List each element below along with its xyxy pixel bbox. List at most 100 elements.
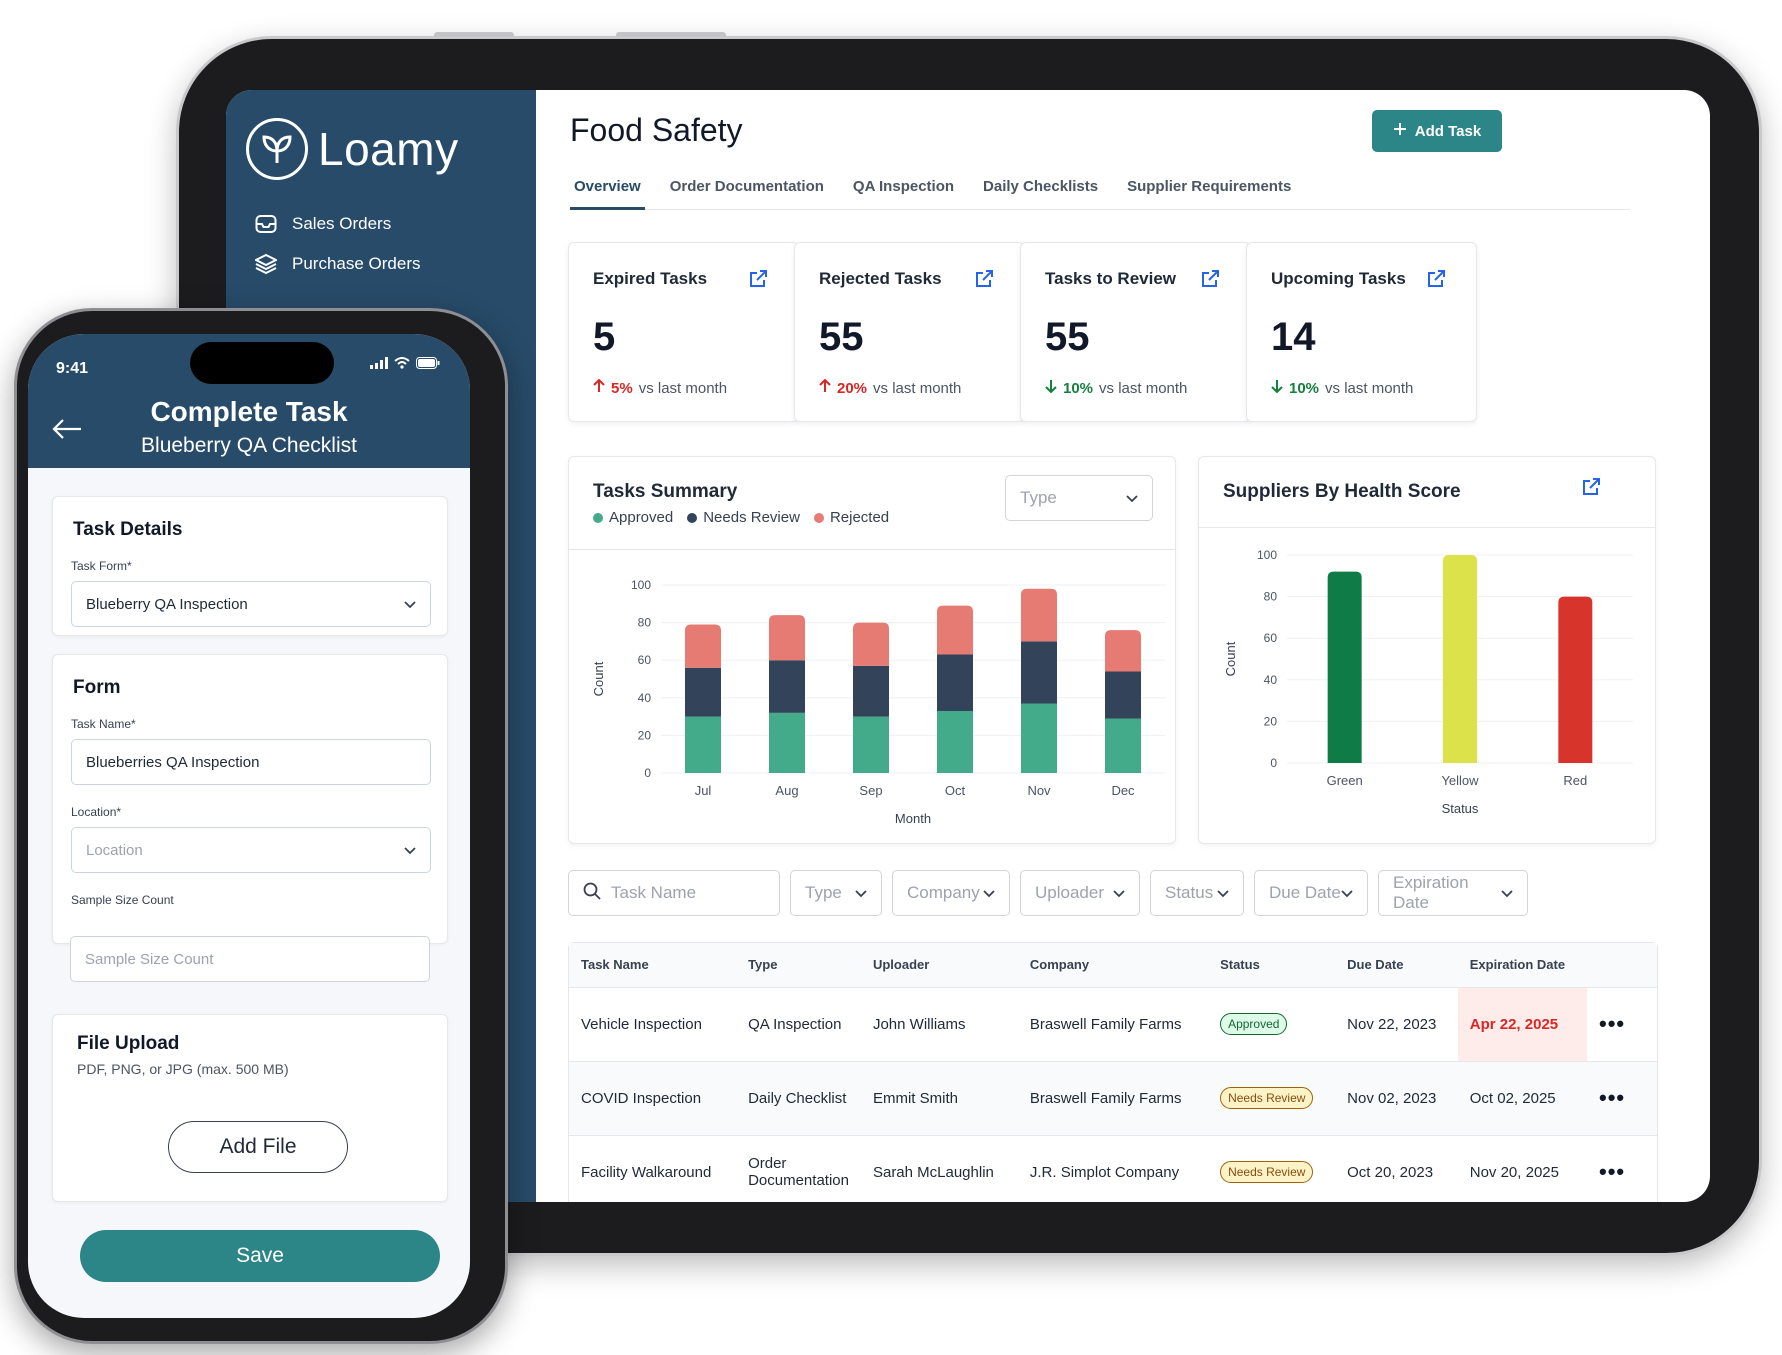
- task-name-input[interactable]: Blueberries QA Inspection: [71, 739, 431, 785]
- table-row[interactable]: Vehicle Inspection QA Inspection John Will…: [569, 987, 1657, 1062]
- stat-value: 55: [819, 315, 864, 359]
- status-icons: [370, 356, 440, 374]
- cell-company: Braswell Family Farms: [1017, 987, 1209, 1062]
- chart-legend: Approved Needs Review Rejected: [593, 509, 889, 526]
- filter-status[interactable]: Status: [1150, 870, 1244, 916]
- save-button[interactable]: Save: [80, 1230, 440, 1282]
- bar-needs-review-aug: [769, 660, 805, 713]
- bar-rejected-nov: [1021, 588, 1057, 642]
- stat-value: 5: [593, 315, 616, 359]
- location-select[interactable]: Location: [71, 827, 431, 873]
- arrow-down-icon: [1045, 379, 1057, 397]
- filter-due-date[interactable]: Due Date: [1254, 870, 1368, 916]
- bar-rejected-oct: [937, 605, 973, 655]
- filter-expiration-date[interactable]: Expiration Date: [1378, 870, 1528, 916]
- cell-due-date: Nov 02, 2023: [1335, 1061, 1458, 1136]
- column-header-uploader[interactable]: Uploader: [860, 943, 1018, 988]
- column-header-expiration-date[interactable]: Expiration Date: [1457, 943, 1587, 988]
- column-header-company[interactable]: Company: [1017, 943, 1209, 988]
- filter-label: Uploader: [1035, 883, 1104, 902]
- external-link-icon[interactable]: [1426, 269, 1446, 289]
- external-link-icon[interactable]: [748, 269, 768, 289]
- y-tick-label: 40: [1264, 673, 1278, 687]
- y-tick-label: 0: [644, 766, 651, 780]
- external-link-icon[interactable]: [974, 269, 994, 289]
- type-select[interactable]: Type: [1005, 475, 1153, 521]
- add-task-button[interactable]: Add Task: [1372, 110, 1502, 152]
- inbox-icon: [254, 212, 278, 236]
- more-options-icon[interactable]: •••: [1599, 1159, 1626, 1184]
- tab-bar: Overview Order Documentation QA Inspecti…: [570, 174, 1630, 210]
- more-options-icon[interactable]: •••: [1599, 1011, 1626, 1036]
- x-tick-label: Jul: [695, 783, 712, 798]
- filter-label: Status: [1165, 883, 1214, 902]
- dynamic-island: [190, 342, 334, 384]
- type-select-value: Type: [1020, 488, 1057, 507]
- signal-icon: [370, 356, 388, 374]
- tab-supplier-requirements[interactable]: Supplier Requirements: [1127, 178, 1292, 195]
- wifi-icon: [394, 356, 410, 374]
- filter-company[interactable]: Company: [892, 870, 1010, 916]
- delta-value: 5%: [611, 379, 633, 397]
- sidebar-item-sales-orders[interactable]: Sales Orders: [254, 212, 391, 236]
- legend-item-needs-review: Needs Review: [687, 509, 800, 526]
- add-file-button[interactable]: Add File: [168, 1121, 348, 1173]
- table-row[interactable]: COVID Inspection Daily Checklist Emmit Smi…: [569, 1061, 1657, 1136]
- bar-approved-aug: [769, 712, 805, 773]
- bar-rejected-aug: [769, 615, 805, 661]
- filter-type[interactable]: Type: [790, 870, 882, 916]
- bar-approved-nov: [1021, 703, 1057, 773]
- tab-overview[interactable]: Overview: [570, 174, 645, 210]
- search-input[interactable]: Task Name: [568, 870, 780, 916]
- bar-approved-oct: [937, 710, 973, 773]
- panel-divider: [569, 549, 1175, 550]
- tab-order-documentation[interactable]: Order Documentation: [669, 178, 824, 195]
- legend-item-rejected: Rejected: [813, 509, 890, 526]
- column-header-task-name[interactable]: Task Name: [569, 943, 737, 988]
- column-header-type[interactable]: Type: [736, 943, 861, 988]
- status-badge: Needs Review: [1220, 1161, 1314, 1183]
- logo: Loamy: [246, 118, 459, 180]
- chevron-down-icon: [1217, 883, 1229, 903]
- column-header-due-date[interactable]: Due Date: [1335, 943, 1458, 988]
- cell-task-name: Facility Walkaround: [569, 1135, 737, 1202]
- external-link-icon[interactable]: [1200, 269, 1220, 289]
- filter-label: Expiration Date: [1393, 873, 1469, 912]
- column-header-actions: [1587, 943, 1657, 988]
- y-tick-label: 40: [638, 691, 652, 705]
- status-badge: Needs Review: [1220, 1087, 1314, 1109]
- task-form-value: Blueberry QA Inspection: [86, 595, 248, 613]
- stat-title: Rejected Tasks: [819, 269, 942, 288]
- sidebar-item-purchase-orders[interactable]: Purchase Orders: [254, 252, 421, 276]
- bar-needs-review-dec: [1105, 671, 1141, 719]
- add-task-label: Add Task: [1414, 122, 1482, 140]
- external-link-icon[interactable]: [1581, 477, 1601, 502]
- legend-label: Needs Review: [703, 509, 800, 526]
- column-header-status[interactable]: Status: [1208, 943, 1336, 988]
- stat-delta: 10% vs last month: [1045, 379, 1187, 397]
- back-arrow-icon[interactable]: [52, 418, 82, 445]
- filter-uploader[interactable]: Uploader: [1020, 870, 1140, 916]
- phone-header: 9:41 Complete Task Blueberry QA Checklis…: [28, 334, 470, 468]
- tab-daily-checklists[interactable]: Daily Checklists: [983, 178, 1099, 195]
- tab-qa-inspection[interactable]: QA Inspection: [852, 178, 955, 195]
- sample-size-input[interactable]: Sample Size Count: [70, 936, 430, 982]
- cell-uploader: Emmit Smith: [860, 1061, 1018, 1136]
- task-form-select[interactable]: Blueberry QA Inspection: [71, 581, 431, 627]
- task-details-title: Task Details: [73, 519, 183, 540]
- delta-suffix: vs last month: [873, 379, 962, 397]
- table-row[interactable]: Facility Walkaround Order Documentation Sa…: [569, 1135, 1657, 1202]
- more-options-icon[interactable]: •••: [1599, 1085, 1626, 1110]
- y-tick-label: 100: [631, 578, 651, 592]
- chevron-down-icon: [855, 883, 867, 903]
- legend-label: Rejected: [829, 509, 890, 526]
- cell-expiration-date: Oct 02, 2025: [1457, 1061, 1587, 1136]
- sample-size-placeholder: Sample Size Count: [85, 950, 214, 968]
- phone-subtitle: Blueberry QA Checklist: [141, 434, 357, 457]
- cell-expiration-date: Nov 20, 2025: [1457, 1135, 1587, 1202]
- bar-rejected-sep: [853, 622, 889, 666]
- panel-divider: [1199, 527, 1655, 528]
- suppliers-panel: Suppliers By Health Score 0 20 40 60 80 100 Gr…: [1198, 456, 1656, 844]
- arrow-up-icon: [593, 378, 605, 397]
- delta-suffix: vs last month: [1325, 379, 1414, 397]
